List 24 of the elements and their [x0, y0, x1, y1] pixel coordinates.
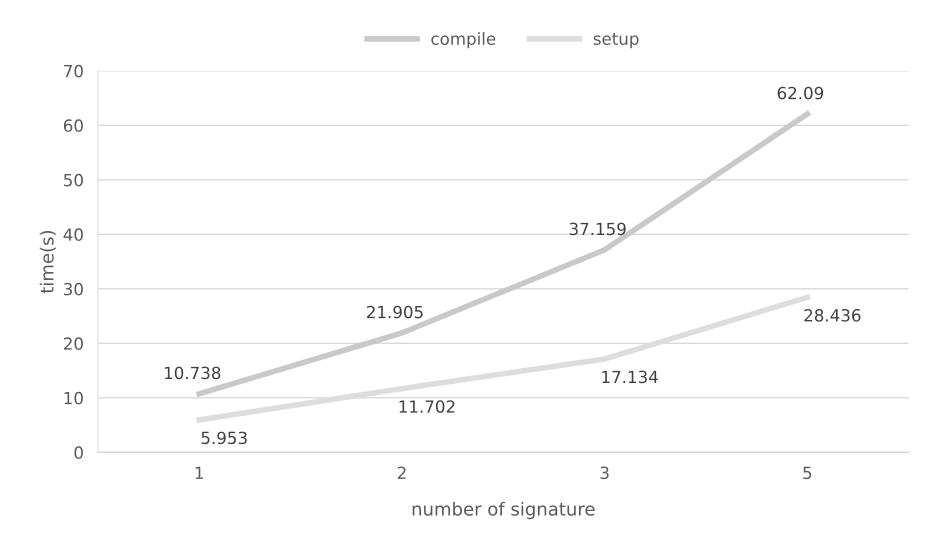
data-label: 21.905 [367, 306, 423, 318]
y-tick-label: 40 [64, 228, 83, 241]
data-label: 37.159 [570, 222, 626, 236]
data-label: 62.09 [778, 86, 824, 100]
x-tick-label: 5 [803, 466, 812, 480]
y-tick-label: 20 [64, 337, 83, 350]
data-label: 28.436 [804, 309, 860, 322]
data-label: 10.738 [164, 366, 220, 380]
legend-label: compile [431, 32, 496, 48]
data-label: 11.702 [400, 400, 454, 413]
x-axis-title: number of signature [412, 502, 595, 520]
y-tick-label: 50 [64, 174, 83, 186]
y-tick-label: 10 [64, 392, 83, 404]
y-tick-label: 30 [64, 282, 83, 296]
data-label: 17.134 [602, 370, 658, 384]
data-label: 5.953 [202, 432, 247, 444]
x-tick-label: 1 [196, 466, 203, 479]
x-tick-label: 3 [600, 466, 609, 480]
y-tick-label: 0 [74, 446, 83, 459]
legend-label: setup [594, 33, 639, 48]
y-tick-label: 60 [64, 119, 83, 132]
x-tick-label: 2 [398, 466, 406, 479]
y-tick-label: 70 [64, 64, 83, 78]
y-axis-title: time(s) [40, 231, 56, 294]
